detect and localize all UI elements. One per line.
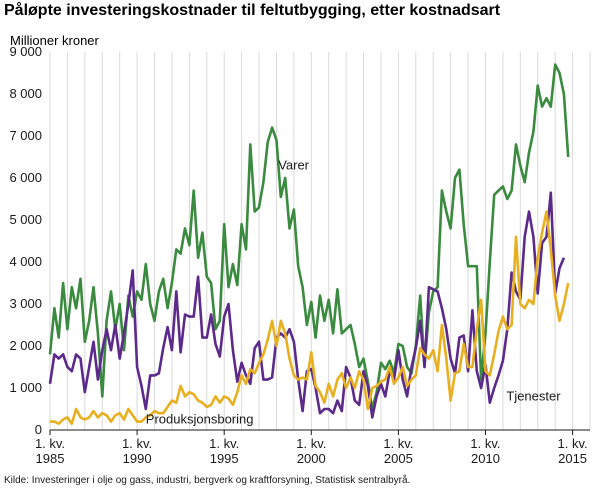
x-tick-label-line1: 1. kv. [296, 436, 326, 451]
y-tick-label: 5 000 [9, 212, 42, 227]
y-tick-label: 8 000 [9, 86, 42, 101]
series-line-varer [48, 63, 570, 411]
y-tick-label: 2 000 [9, 338, 42, 353]
x-tick-label-line1: 1. kv. [470, 436, 500, 451]
series-lines [48, 63, 570, 426]
x-tick-label-year: 1985 [36, 451, 65, 466]
x-tick-label-line1: 1. kv. [122, 436, 152, 451]
y-tick-label: 0 [35, 422, 42, 437]
source-note: Kilde: Investeringer i olje og gass, ind… [4, 474, 410, 486]
grid [49, 52, 591, 430]
y-tick-label: 3 000 [9, 296, 42, 311]
y-tick-label: 7 000 [9, 128, 42, 143]
series-label-varer: Varer [278, 158, 309, 173]
series-label-tjenester: Tjenester [506, 389, 561, 404]
series-label-produksjonsboring: Produksjonsboring [146, 412, 254, 427]
x-tick-label-line1: 1. kv. [209, 436, 239, 451]
x-tick-label-line1: 1. kv. [558, 436, 588, 451]
y-axis-ticks: 0 1 000 2 000 3 000 4 000 5 000 6 000 7 000 8 00… [9, 44, 42, 437]
y-tick-label: 6 000 [9, 170, 42, 185]
x-tick-label-year: 1995 [210, 451, 239, 466]
x-tick-label-line1: 1. kv. [383, 436, 413, 451]
x-tick-label-year: 1990 [123, 451, 152, 466]
x-tick-label-year: 2010 [471, 451, 500, 466]
series-line-produksjonsboring [50, 210, 570, 426]
x-tick-label-year: 2000 [297, 451, 326, 466]
series-labels: Varer Tjenester Produksjonsboring [146, 158, 561, 427]
y-axis-unit-label: Millioner kroner [10, 33, 100, 48]
x-tick-label-year: 2015 [558, 451, 587, 466]
chart-title: Påløpte investeringskostnader til feltut… [4, 1, 501, 19]
x-tick-label-year: 2005 [384, 451, 413, 466]
y-tick-label: 1 000 [9, 380, 42, 395]
x-tick-label-line1: 1. kv. [35, 436, 65, 451]
y-tick-label: 4 000 [9, 254, 42, 269]
series-line-tjenester [48, 191, 566, 419]
y-tick-label: 9 000 [9, 44, 42, 59]
